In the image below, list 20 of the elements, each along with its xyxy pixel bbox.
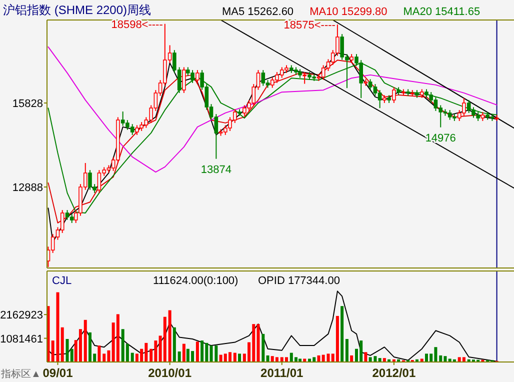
annotation: 14976 [425, 132, 456, 144]
y-tick-label: 12888 [12, 182, 43, 194]
x-tick-label: 2010/01 [148, 366, 192, 380]
text: MA5 15262.60 [222, 6, 294, 18]
text: MA10 15299.80 [310, 6, 388, 18]
annotation: 13874 [200, 164, 232, 176]
x-tick-label: 09/01 [42, 366, 74, 380]
annotation: 111624.00(0:100) [153, 275, 238, 287]
annotation: 18575<---- [284, 20, 336, 32]
text: 指标区▲ [0, 368, 41, 380]
y-tick-label: 15828 [12, 98, 43, 110]
x-tick-label: 2011/01 [260, 366, 304, 380]
y-tick-label: 1081461 [0, 333, 43, 346]
series-label: OPID 177344.00 [258, 275, 340, 287]
annotation: CJL [52, 275, 72, 287]
x-tick-label: 2012/01 [372, 366, 416, 380]
annotation: 18598<---- [111, 18, 164, 31]
chart-title: 沪铝指数 (SHME 2200)周线 [3, 3, 152, 17]
y-tick-label: 2162923 [0, 310, 43, 322]
text: MA20 15411.65 [403, 6, 480, 18]
